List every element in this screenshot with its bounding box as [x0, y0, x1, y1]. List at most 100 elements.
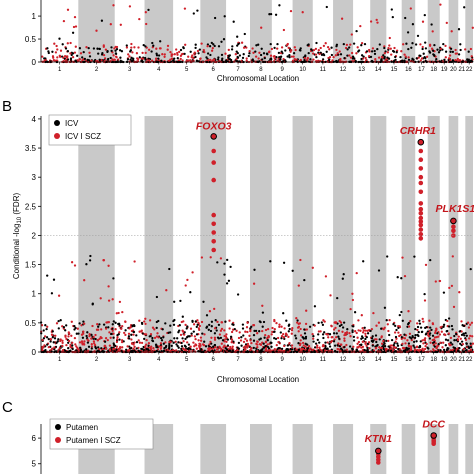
snp-point	[388, 333, 391, 337]
snp-point	[419, 340, 422, 343]
snp-point	[412, 344, 415, 347]
snp-point	[364, 337, 367, 341]
snp-point-conditional	[242, 346, 246, 349]
snp-point	[76, 54, 79, 57]
chromosome-band-20	[448, 424, 459, 474]
snp-point	[342, 321, 346, 324]
snp-point-conditional	[297, 284, 300, 287]
snp-point-conditional	[380, 336, 383, 339]
snp-point-conditional	[437, 335, 440, 338]
snp-point	[228, 349, 232, 352]
snp-point-conditional	[313, 324, 316, 327]
snp-point-conditional	[404, 55, 407, 58]
snp-point	[114, 52, 118, 56]
snp-point-conditional	[126, 345, 129, 348]
snp-point-conditional	[178, 50, 181, 54]
snp-point-conditional	[403, 337, 407, 340]
snp-point	[317, 333, 320, 336]
snp-point	[346, 54, 349, 57]
snp-point-conditional	[469, 348, 473, 351]
snp-point	[145, 348, 148, 351]
snp-point-conditional	[343, 339, 346, 342]
snp-point	[51, 50, 54, 53]
snp-point-conditional	[153, 328, 156, 331]
snp-point-conditional	[144, 333, 148, 336]
snp-point-conditional	[67, 335, 70, 338]
snp-point-conditional	[197, 321, 200, 324]
snp-point-conditional	[218, 333, 222, 336]
snp-point	[451, 50, 455, 54]
snp-point	[169, 324, 172, 327]
snp-point-conditional	[335, 48, 338, 52]
snp-point	[351, 330, 354, 334]
snp-point	[348, 345, 352, 348]
snp-point	[398, 313, 401, 317]
snp-point	[111, 327, 114, 331]
snp-point	[85, 348, 88, 351]
snp-point-conditional	[54, 59, 57, 62]
snp-point-conditional	[132, 343, 135, 346]
snp-point	[302, 349, 305, 353]
snp-point-conditional	[136, 57, 140, 61]
snp-point-conditional	[406, 339, 409, 342]
snp-point	[192, 12, 195, 15]
snp-point-conditional	[159, 342, 163, 345]
snp-point	[240, 344, 243, 347]
snp-point-conditional	[462, 347, 465, 351]
snp-points	[375, 432, 438, 465]
snp-point	[231, 323, 234, 326]
snp-point-conditional	[140, 341, 144, 345]
snp-point-conditional	[421, 317, 424, 321]
x-tick-label-chr-14: 14	[375, 357, 382, 363]
snp-point	[109, 332, 113, 336]
snp-point	[376, 343, 379, 347]
snp-point	[180, 347, 183, 351]
snp-point-conditional	[169, 58, 172, 61]
snp-point	[451, 59, 455, 62]
snp-point-conditional	[220, 321, 223, 324]
snp-point	[338, 337, 341, 340]
snp-point	[330, 53, 334, 57]
snp-point-conditional	[351, 292, 354, 295]
snp-point-conditional	[112, 54, 115, 57]
snp-point	[342, 273, 345, 276]
legend: Putamen Putamen I SCZ	[49, 418, 154, 450]
snp-point-conditional	[423, 339, 427, 342]
snp-point	[152, 44, 155, 47]
snp-point	[110, 346, 113, 349]
snp-point-conditional	[382, 339, 385, 343]
snp-point	[301, 335, 304, 339]
snp-point-conditional	[305, 309, 308, 312]
snp-point	[424, 333, 428, 336]
snp-point	[369, 329, 372, 333]
snp-point-conditional	[93, 342, 96, 345]
snp-point-conditional	[469, 323, 472, 326]
snp-point-conditional	[230, 338, 234, 341]
snp-point-conditional	[368, 347, 371, 350]
legend-box	[48, 114, 132, 146]
snp-point	[98, 47, 101, 51]
snp-point	[66, 58, 70, 61]
snp-point-conditional	[360, 346, 363, 349]
snp-point	[371, 340, 374, 343]
snp-point-conditional	[195, 344, 198, 347]
snp-point	[181, 315, 184, 318]
snp-point-conditional	[138, 17, 141, 21]
snp-point-conditional	[349, 307, 352, 311]
snp-point-conditional	[113, 58, 116, 61]
snp-point-conditional	[213, 336, 217, 339]
chromosome-band-16	[401, 0, 416, 62]
snp-point	[261, 58, 264, 61]
snp-point-conditional	[252, 323, 255, 327]
snp-point-conditional	[443, 333, 446, 336]
locus-point	[211, 230, 216, 235]
snp-point	[285, 319, 288, 322]
snp-point-conditional	[245, 46, 248, 49]
snp-point-conditional	[183, 333, 186, 336]
snp-point	[303, 328, 306, 331]
snp-point-conditional	[50, 333, 54, 336]
snp-point	[377, 269, 381, 272]
snp-point-conditional	[193, 51, 196, 54]
snp-point-conditional	[277, 349, 281, 352]
locus-point	[418, 206, 424, 212]
